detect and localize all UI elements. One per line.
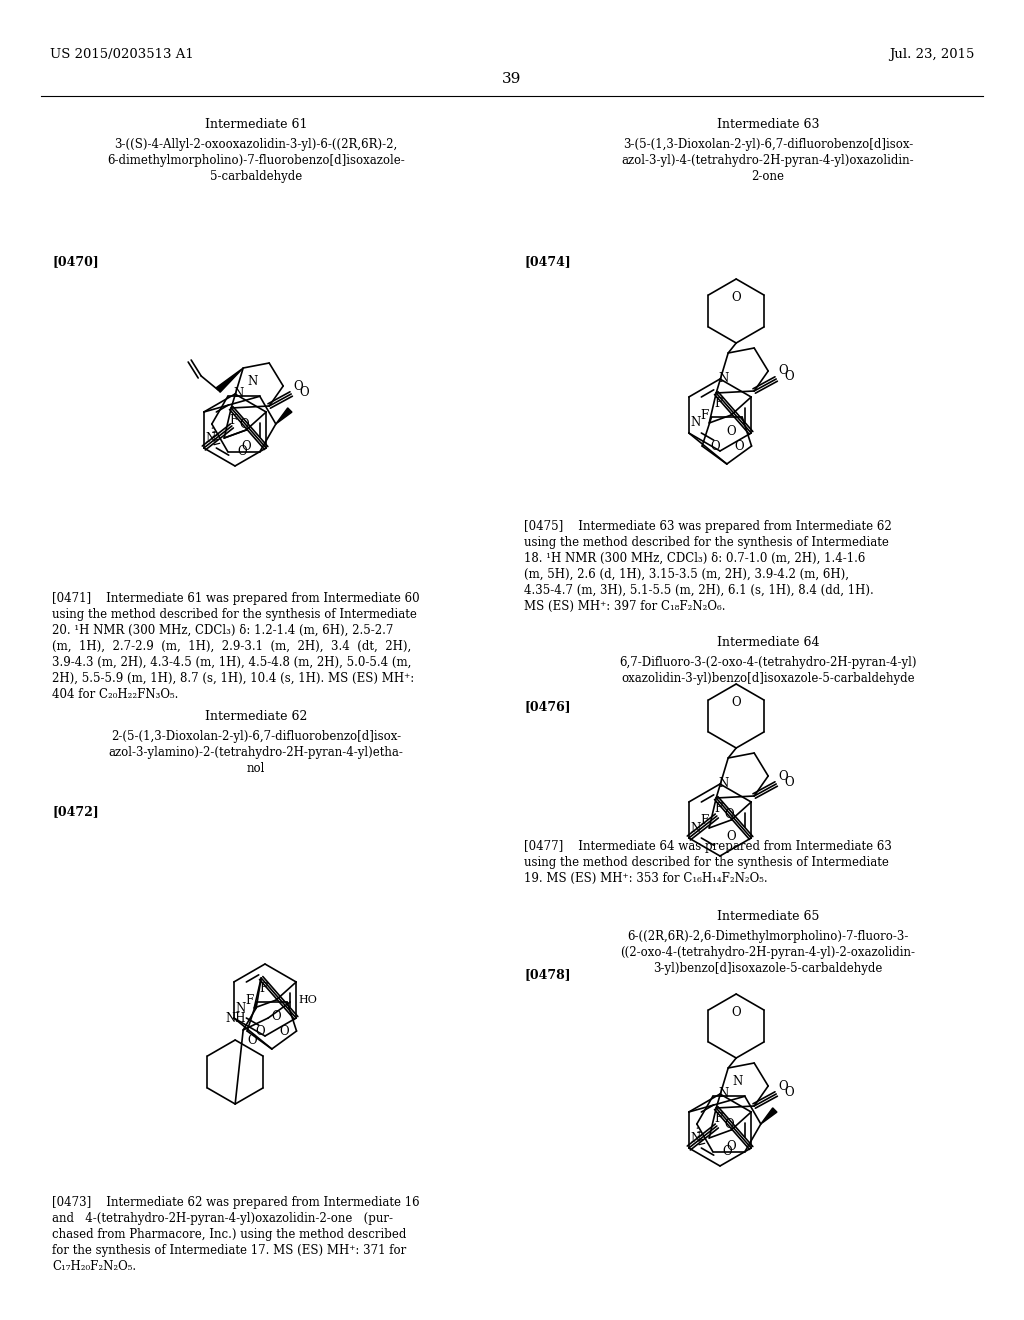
Text: 6,7-Difluoro-3-(2-oxo-4-(tetrahydro-2H-pyran-4-yl): 6,7-Difluoro-3-(2-oxo-4-(tetrahydro-2H-p… bbox=[620, 656, 916, 669]
Text: Intermediate 61: Intermediate 61 bbox=[205, 117, 307, 131]
Text: N: N bbox=[690, 821, 700, 834]
Text: [0470]: [0470] bbox=[52, 255, 98, 268]
Text: N: N bbox=[233, 387, 244, 400]
Text: O: O bbox=[240, 417, 250, 430]
Text: N: N bbox=[205, 432, 215, 445]
Text: [0476]: [0476] bbox=[524, 700, 570, 713]
Text: 2-one: 2-one bbox=[752, 170, 784, 183]
Text: O: O bbox=[726, 425, 736, 438]
Text: Intermediate 64: Intermediate 64 bbox=[717, 636, 819, 649]
Text: F: F bbox=[229, 414, 238, 426]
Text: F: F bbox=[714, 1111, 722, 1125]
Text: O: O bbox=[778, 770, 787, 783]
Text: using the method described for the synthesis of Intermediate: using the method described for the synth… bbox=[524, 855, 889, 869]
Text: F: F bbox=[700, 409, 709, 422]
Text: O: O bbox=[725, 808, 734, 821]
Text: 39: 39 bbox=[503, 73, 521, 86]
Text: 3-yl)benzo[d]isoxazole-5-carbaldehyde: 3-yl)benzo[d]isoxazole-5-carbaldehyde bbox=[653, 962, 883, 975]
Text: (m, 5H), 2.6 (d, 1H), 3.15-3.5 (m, 2H), 3.9-4.2 (m, 6H),: (m, 5H), 2.6 (d, 1H), 3.15-3.5 (m, 2H), … bbox=[524, 568, 849, 581]
Text: N: N bbox=[732, 1076, 742, 1088]
Text: N: N bbox=[690, 1131, 700, 1144]
Text: O: O bbox=[271, 1010, 281, 1023]
Polygon shape bbox=[216, 368, 243, 392]
Text: oxazolidin-3-yl)benzo[d]isoxazole-5-carbaldehyde: oxazolidin-3-yl)benzo[d]isoxazole-5-carb… bbox=[622, 672, 914, 685]
Text: O: O bbox=[723, 1146, 732, 1158]
Text: O: O bbox=[255, 1024, 265, 1038]
Text: F: F bbox=[714, 397, 722, 411]
Text: (m,  1H),  2.7-2.9  (m,  1H),  2.9-3.1  (m,  2H),  3.4  (dt,  2H),: (m, 1H), 2.7-2.9 (m, 1H), 2.9-3.1 (m, 2H… bbox=[52, 640, 412, 653]
Polygon shape bbox=[761, 1107, 777, 1125]
Text: O: O bbox=[784, 371, 794, 384]
Text: Intermediate 65: Intermediate 65 bbox=[717, 909, 819, 923]
Text: nol: nol bbox=[247, 762, 265, 775]
Text: O: O bbox=[734, 440, 743, 453]
Text: N: N bbox=[248, 375, 258, 388]
Text: N: N bbox=[234, 1002, 245, 1015]
Text: 404 for C₂₀H₂₂FN₃O₅.: 404 for C₂₀H₂₂FN₃O₅. bbox=[52, 688, 178, 701]
Text: using the method described for the synthesis of Intermediate: using the method described for the synth… bbox=[52, 609, 417, 620]
Text: 6-dimethylmorpholino)-7-fluorobenzo[d]isoxazole-: 6-dimethylmorpholino)-7-fluorobenzo[d]is… bbox=[108, 154, 404, 168]
Text: O: O bbox=[242, 440, 251, 453]
Text: 3-((S)-4-Allyl-2-oxooxazolidin-3-yl)-6-((2R,6R)-2,: 3-((S)-4-Allyl-2-oxooxazolidin-3-yl)-6-(… bbox=[115, 139, 397, 150]
Text: [0472]: [0472] bbox=[52, 805, 98, 818]
Text: N: N bbox=[718, 777, 728, 789]
Text: F: F bbox=[259, 982, 267, 995]
Text: MS (ES) MH⁺: 397 for C₁₈F₂N₂O₆.: MS (ES) MH⁺: 397 for C₁₈F₂N₂O₆. bbox=[524, 601, 725, 612]
Text: for the synthesis of Intermediate 17. MS (ES) MH⁺: 371 for: for the synthesis of Intermediate 17. MS… bbox=[52, 1243, 407, 1257]
Text: O: O bbox=[247, 1034, 257, 1047]
Text: 18. ¹H NMR (300 MHz, CDCl₃) δ: 0.7-1.0 (m, 2H), 1.4-1.6: 18. ¹H NMR (300 MHz, CDCl₃) δ: 0.7-1.0 (… bbox=[524, 552, 865, 565]
Text: O: O bbox=[726, 830, 736, 843]
Text: N: N bbox=[718, 1086, 728, 1100]
Text: [0471]    Intermediate 61 was prepared from Intermediate 60: [0471] Intermediate 61 was prepared from… bbox=[52, 591, 420, 605]
Text: Intermediate 63: Intermediate 63 bbox=[717, 117, 819, 131]
Text: N: N bbox=[718, 372, 728, 385]
Text: C₁₇H₂₀F₂N₂O₅.: C₁₇H₂₀F₂N₂O₅. bbox=[52, 1261, 136, 1272]
Text: Jul. 23, 2015: Jul. 23, 2015 bbox=[889, 48, 974, 61]
Text: [0474]: [0474] bbox=[524, 255, 570, 268]
Text: F: F bbox=[246, 994, 254, 1007]
Polygon shape bbox=[275, 408, 292, 424]
Text: 6-((2R,6R)-2,6-Dimethylmorpholino)-7-fluoro-3-: 6-((2R,6R)-2,6-Dimethylmorpholino)-7-flu… bbox=[628, 931, 908, 942]
Text: ((2-oxo-4-(tetrahydro-2H-pyran-4-yl)-2-oxazolidin-: ((2-oxo-4-(tetrahydro-2H-pyran-4-yl)-2-o… bbox=[621, 946, 915, 960]
Text: 20. ¹H NMR (300 MHz, CDCl₃) δ: 1.2-1.4 (m, 6H), 2.5-2.7: 20. ¹H NMR (300 MHz, CDCl₃) δ: 1.2-1.4 (… bbox=[52, 624, 393, 638]
Text: O: O bbox=[731, 1006, 741, 1019]
Text: O: O bbox=[784, 776, 794, 788]
Text: 3-(5-(1,3-Dioxolan-2-yl)-6,7-difluorobenzo[d]isox-: 3-(5-(1,3-Dioxolan-2-yl)-6,7-difluoroben… bbox=[623, 139, 913, 150]
Text: O: O bbox=[731, 696, 741, 709]
Text: 19. MS (ES) MH⁺: 353 for C₁₆H₁₄F₂N₂O₅.: 19. MS (ES) MH⁺: 353 for C₁₆H₁₄F₂N₂O₅. bbox=[524, 873, 768, 884]
Text: and   4-(tetrahydro-2H-pyran-4-yl)oxazolidin-2-one   (pur-: and 4-(tetrahydro-2H-pyran-4-yl)oxazolid… bbox=[52, 1212, 393, 1225]
Text: O: O bbox=[299, 385, 309, 399]
Text: [0477]    Intermediate 64 was prepared from Intermediate 63: [0477] Intermediate 64 was prepared from… bbox=[524, 840, 892, 853]
Text: chased from Pharmacore, Inc.) using the method described: chased from Pharmacore, Inc.) using the … bbox=[52, 1228, 407, 1241]
Text: O: O bbox=[710, 440, 720, 453]
Text: 2-(5-(1,3-Dioxolan-2-yl)-6,7-difluorobenzo[d]isox-: 2-(5-(1,3-Dioxolan-2-yl)-6,7-difluoroben… bbox=[111, 730, 401, 743]
Text: using the method described for the synthesis of Intermediate: using the method described for the synth… bbox=[524, 536, 889, 549]
Text: 4.35-4.7 (m, 3H), 5.1-5.5 (m, 2H), 6.1 (s, 1H), 8.4 (dd, 1H).: 4.35-4.7 (m, 3H), 5.1-5.5 (m, 2H), 6.1 (… bbox=[524, 583, 873, 597]
Text: O: O bbox=[778, 364, 787, 378]
Text: O: O bbox=[293, 380, 303, 392]
Text: [0473]    Intermediate 62 was prepared from Intermediate 16: [0473] Intermediate 62 was prepared from… bbox=[52, 1196, 420, 1209]
Text: US 2015/0203513 A1: US 2015/0203513 A1 bbox=[50, 48, 194, 61]
Text: O: O bbox=[778, 1080, 787, 1093]
Text: [0478]: [0478] bbox=[524, 968, 570, 981]
Text: O: O bbox=[725, 1118, 734, 1130]
Text: 3.9-4.3 (m, 2H), 4.3-4.5 (m, 1H), 4.5-4.8 (m, 2H), 5.0-5.4 (m,: 3.9-4.3 (m, 2H), 4.3-4.5 (m, 1H), 4.5-4.… bbox=[52, 656, 412, 669]
Text: O: O bbox=[784, 1085, 794, 1098]
Text: F: F bbox=[700, 814, 709, 828]
Text: O: O bbox=[731, 290, 741, 304]
Text: azol-3-yl)-4-(tetrahydro-2H-pyran-4-yl)oxazolidin-: azol-3-yl)-4-(tetrahydro-2H-pyran-4-yl)o… bbox=[622, 154, 914, 168]
Text: 2H), 5.5-5.9 (m, 1H), 8.7 (s, 1H), 10.4 (s, 1H). MS (ES) MH⁺:: 2H), 5.5-5.9 (m, 1H), 8.7 (s, 1H), 10.4 … bbox=[52, 672, 415, 685]
Text: NH: NH bbox=[225, 1012, 246, 1026]
Text: O: O bbox=[238, 445, 248, 458]
Text: azol-3-ylamino)-2-(tetrahydro-2H-pyran-4-yl)etha-: azol-3-ylamino)-2-(tetrahydro-2H-pyran-4… bbox=[109, 746, 403, 759]
Text: HO: HO bbox=[298, 995, 317, 1005]
Text: F: F bbox=[714, 803, 722, 814]
Text: [0475]    Intermediate 63 was prepared from Intermediate 62: [0475] Intermediate 63 was prepared from… bbox=[524, 520, 892, 533]
Text: O: O bbox=[726, 1140, 736, 1152]
Text: N: N bbox=[690, 417, 700, 429]
Text: Intermediate 62: Intermediate 62 bbox=[205, 710, 307, 723]
Text: 5-carbaldehyde: 5-carbaldehyde bbox=[210, 170, 302, 183]
Text: O: O bbox=[279, 1024, 289, 1038]
